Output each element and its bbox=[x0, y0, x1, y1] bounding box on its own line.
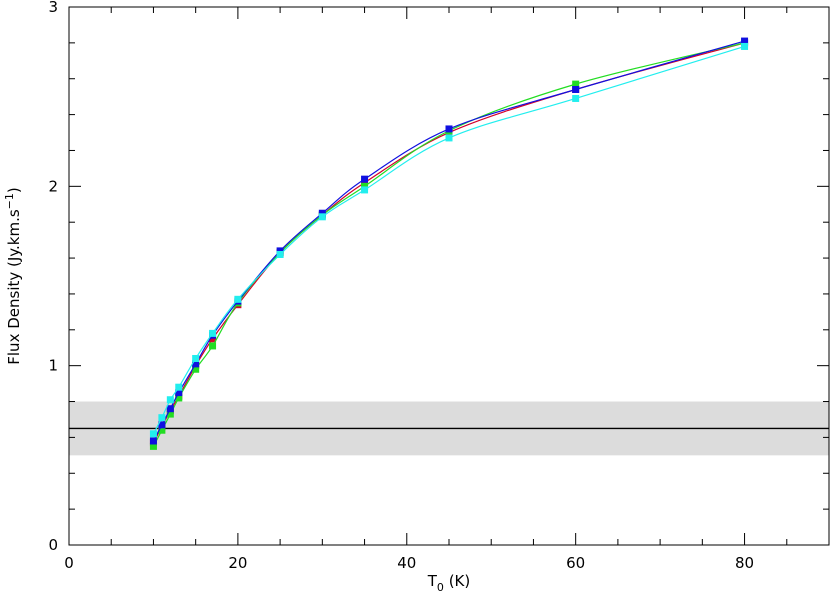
data-point bbox=[276, 247, 284, 255]
series-1 bbox=[149, 39, 749, 447]
data-point bbox=[741, 37, 749, 45]
plot-frame bbox=[68, 6, 830, 546]
data-point bbox=[361, 186, 369, 194]
y-tick-label: 1 bbox=[48, 357, 58, 375]
data-point bbox=[572, 94, 580, 102]
data-point bbox=[276, 250, 284, 258]
y-axis-title-main: Flux Density (Jy.km.s bbox=[5, 209, 23, 365]
x-tick-label: 40 bbox=[397, 554, 416, 572]
series-line bbox=[152, 42, 745, 444]
data-point bbox=[318, 213, 326, 221]
series-line bbox=[152, 45, 745, 435]
y-axis-title: Flux Density (Jy.km.s−1) bbox=[3, 187, 23, 364]
data-point bbox=[158, 414, 166, 422]
y-tick-label: 2 bbox=[48, 177, 58, 195]
y-axis-title-rest: ) bbox=[5, 187, 23, 193]
tick-layer bbox=[68, 6, 830, 546]
data-point bbox=[158, 421, 166, 429]
series-4 bbox=[149, 42, 749, 438]
series-layer bbox=[149, 37, 749, 450]
x-axis-title-main: T bbox=[427, 572, 438, 590]
x-axis-title-subscript: 0 bbox=[437, 581, 444, 594]
tick-label-layer: 0 20 40 60 80 0 1 2 3 bbox=[48, 0, 754, 572]
data-point bbox=[149, 437, 157, 445]
data-point bbox=[209, 329, 217, 337]
data-point bbox=[166, 396, 174, 404]
x-tick-label: 80 bbox=[735, 554, 754, 572]
series-3 bbox=[149, 37, 749, 445]
data-point bbox=[149, 442, 157, 450]
data-point bbox=[209, 342, 217, 350]
data-point bbox=[209, 335, 217, 343]
data-point bbox=[572, 80, 580, 88]
data-point bbox=[192, 360, 200, 368]
x-axis-title-rest: (K) bbox=[444, 572, 470, 590]
data-point bbox=[572, 85, 580, 93]
y-tick-label: 3 bbox=[48, 0, 58, 16]
data-point bbox=[361, 175, 369, 183]
data-point bbox=[166, 410, 174, 418]
series-line bbox=[152, 42, 745, 447]
data-point bbox=[445, 134, 453, 142]
data-point bbox=[175, 383, 183, 391]
y-tick-label: 0 bbox=[48, 536, 58, 554]
x-axis-title: T0 (K) bbox=[427, 572, 470, 594]
data-point bbox=[175, 389, 183, 397]
data-point bbox=[741, 42, 749, 50]
y-axis-title-superscript: −1 bbox=[3, 193, 16, 209]
data-point bbox=[445, 125, 453, 133]
x-tick-label: 60 bbox=[566, 554, 585, 572]
series-line bbox=[152, 40, 745, 442]
data-point bbox=[234, 295, 242, 303]
data-point bbox=[361, 182, 369, 190]
x-tick-label: 20 bbox=[228, 554, 247, 572]
data-point bbox=[175, 394, 183, 402]
series-2 bbox=[149, 39, 749, 450]
data-point bbox=[166, 405, 174, 413]
data-point bbox=[158, 426, 166, 434]
data-point bbox=[149, 430, 157, 438]
data-point bbox=[192, 365, 200, 373]
x-tick-label: 0 bbox=[64, 554, 74, 572]
data-point bbox=[318, 209, 326, 217]
data-point bbox=[361, 179, 369, 187]
data-point bbox=[192, 354, 200, 362]
